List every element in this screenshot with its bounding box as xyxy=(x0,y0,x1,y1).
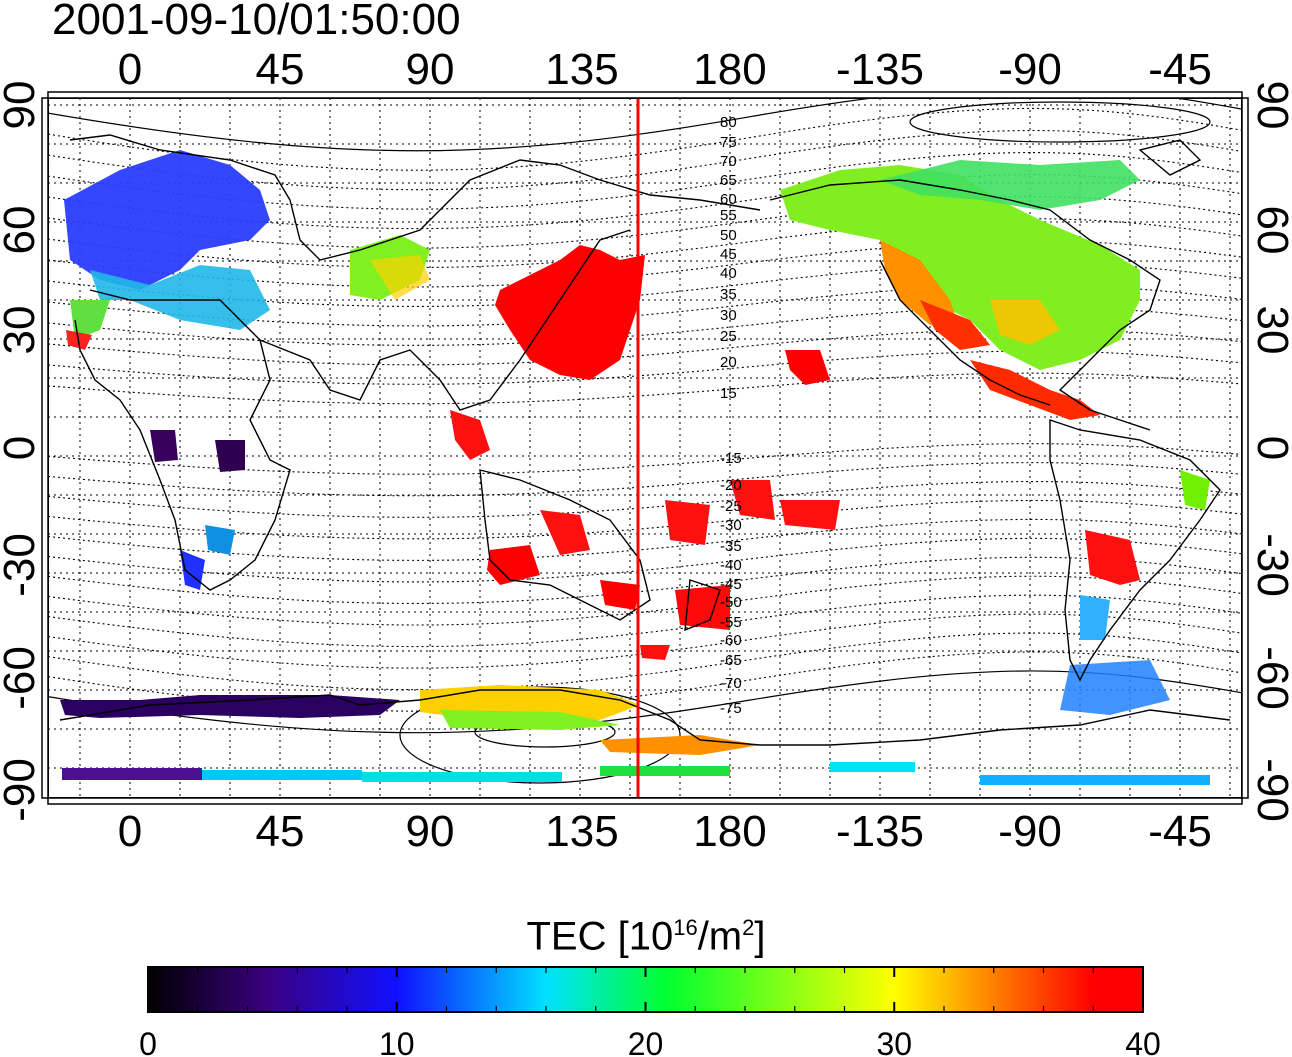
colorbar-title: TEC [1016/m2] xyxy=(0,904,1292,960)
contour-label: 80 xyxy=(720,114,737,131)
magnetic-contour xyxy=(48,556,1242,604)
axis-tick-labels: 0 45 90 135 180 -135 -90 -450 45 90 135 180 -135 -90-… xyxy=(0,45,1292,856)
contour-label: 50 xyxy=(720,227,737,244)
contour-label: 60 xyxy=(720,191,737,208)
magnetic-contour xyxy=(48,481,1242,518)
contour-label: 75 xyxy=(720,134,737,151)
bottom-axis-bar xyxy=(47,797,1243,805)
contour-label: 40 xyxy=(720,265,737,282)
right-latitude-label: 60 xyxy=(1248,206,1292,255)
contour-label: -55 xyxy=(720,614,742,631)
magnetic-contour xyxy=(48,462,1242,497)
contour-label: 25 xyxy=(720,328,737,345)
right-latitude-label: 90 xyxy=(1248,81,1292,130)
magnetic-contour xyxy=(48,130,1242,191)
bottom-longitude-label: 180 xyxy=(693,807,766,856)
coastlines xyxy=(59,134,1231,746)
right-latitude-label: -90 xyxy=(1248,758,1292,822)
magnetic-contour xyxy=(48,98,1242,152)
contour-label: -25 xyxy=(720,498,742,515)
contour-label: 35 xyxy=(720,286,737,303)
contour-label: 20 xyxy=(720,354,737,371)
right-latitude-label: -30 xyxy=(1248,533,1292,597)
contour-label: -40 xyxy=(720,557,742,574)
contour-label: 65 xyxy=(720,172,737,189)
top-longitude-label: 135 xyxy=(545,45,618,94)
colorbar-title-suffix: ] xyxy=(754,914,766,959)
colorbar-title-exp2: 2 xyxy=(742,915,755,940)
left-latitude-label: -30 xyxy=(0,533,44,597)
right-latitude-label: 30 xyxy=(1248,306,1292,355)
contour-label: 55 xyxy=(720,207,737,224)
colorbar-tick-label: 40 xyxy=(1125,1026,1161,1057)
magnetic-contour xyxy=(48,372,1242,405)
colorbar-tick-label: 30 xyxy=(876,1026,912,1057)
magnetic-contour xyxy=(48,240,1242,288)
magnetic-contour xyxy=(48,218,1242,269)
magnetic-contour xyxy=(48,443,1242,475)
magnetic-contour xyxy=(48,107,1242,171)
bottom-longitude-label: -90 xyxy=(998,807,1062,856)
contour-label: -60 xyxy=(720,632,742,649)
magnetic-pole-contour-north xyxy=(909,101,1211,143)
colorbar-title-prefix: TEC [10 xyxy=(526,914,674,959)
left-axis-bar xyxy=(41,97,49,799)
bottom-longitude-label: 45 xyxy=(256,807,305,856)
top-longitude-label: -45 xyxy=(1148,45,1212,94)
colorbar-title-exp: 16 xyxy=(673,915,698,940)
left-latitude-label: -60 xyxy=(0,646,44,710)
top-longitude-label: 0 xyxy=(118,45,142,94)
contour-label: -30 xyxy=(720,517,742,534)
bottom-longitude-label: 90 xyxy=(406,807,455,856)
contour-label: -35 xyxy=(720,538,742,555)
map-timestamp: 2001-09-10/01:50:00 xyxy=(52,0,461,44)
bottom-longitude-label: -45 xyxy=(1148,807,1212,856)
bottom-longitude-label: 0 xyxy=(118,807,142,856)
contour-label: -45 xyxy=(720,576,742,593)
magnetic-contour xyxy=(48,518,1242,561)
colorbar-tick-label: 20 xyxy=(628,1026,664,1057)
magnetic-contour xyxy=(48,632,1242,691)
right-latitude-label: 0 xyxy=(1248,436,1292,460)
colorbar-tick-label: 10 xyxy=(379,1026,415,1057)
contour-label: -15 xyxy=(720,450,742,467)
top-longitude-label: -90 xyxy=(998,45,1062,94)
magnetic-contour xyxy=(48,174,1242,230)
contour-label: 45 xyxy=(720,246,737,263)
contour-label: 70 xyxy=(720,153,737,170)
left-latitude-label: 0 xyxy=(0,436,44,460)
right-latitude-label: -60 xyxy=(1248,646,1292,710)
contour-label: -20 xyxy=(720,477,742,494)
top-longitude-label: -135 xyxy=(836,45,924,94)
left-latitude-label: 30 xyxy=(0,306,44,355)
colorbar-title-mid: /m xyxy=(697,914,743,959)
contour-label: -70 xyxy=(720,675,742,692)
contour-label: 15 xyxy=(720,385,737,402)
colorbar-ticks: 0 10 20 30 40 xyxy=(139,967,1161,1057)
bottom-longitude-label: -135 xyxy=(836,807,924,856)
contour-label: 30 xyxy=(720,307,737,324)
contour-label: -75 xyxy=(720,700,742,717)
bottom-longitude-label: 135 xyxy=(545,807,618,856)
right-axis-bar xyxy=(1241,97,1249,799)
top-longitude-label: 45 xyxy=(256,45,305,94)
magnetic-contour xyxy=(48,613,1242,669)
magnetic-contour xyxy=(48,152,1242,210)
colorbar-tick-label: 0 xyxy=(139,1026,157,1057)
contour-label: -65 xyxy=(720,652,742,669)
contour-label: -50 xyxy=(720,594,742,611)
left-latitude-label: 60 xyxy=(0,206,44,255)
top-longitude-label: 90 xyxy=(406,45,455,94)
magnetic-contour xyxy=(48,196,1242,249)
top-axis-bar xyxy=(47,91,1243,99)
left-latitude-label: 90 xyxy=(0,81,44,130)
magnetic-contour xyxy=(48,499,1242,540)
top-longitude-label: 180 xyxy=(693,45,766,94)
left-latitude-label: -90 xyxy=(0,758,44,822)
